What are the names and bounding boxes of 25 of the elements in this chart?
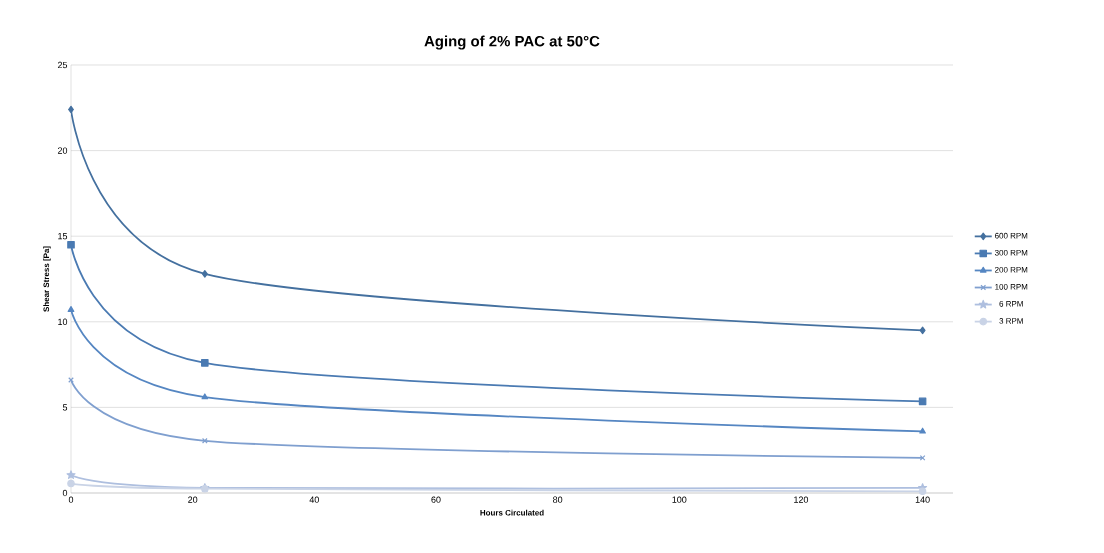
y-tick-label: 0 [62, 489, 68, 497]
point [67, 306, 75, 313]
point [201, 270, 208, 278]
y-tick-label: 20 [57, 147, 68, 154]
x-tick-label: 120 [794, 496, 809, 503]
x-tick-label: 20 [188, 496, 198, 503]
point [67, 240, 75, 249]
x-tick-label: 60 [431, 496, 441, 503]
point [918, 487, 927, 496]
x-tick-label: 80 [553, 496, 563, 503]
chart-title: Aging of 2% PAC at 50°C [424, 35, 600, 50]
y-tick-label: 5 [62, 404, 68, 411]
point [67, 479, 75, 488]
x-tick-label: 40 [309, 496, 319, 503]
y-tick-label: 10 [58, 318, 68, 325]
point [201, 393, 209, 400]
y-tick-label: 25 [57, 61, 68, 69]
x-tick-label: 0 [68, 496, 74, 503]
x-tick-label: 100 [672, 496, 687, 503]
point [919, 326, 926, 335]
point [66, 470, 76, 479]
point [201, 359, 209, 367]
x-tick-label: 140 [915, 496, 930, 503]
point [919, 427, 926, 434]
y-tick-label: 15 [58, 233, 68, 240]
